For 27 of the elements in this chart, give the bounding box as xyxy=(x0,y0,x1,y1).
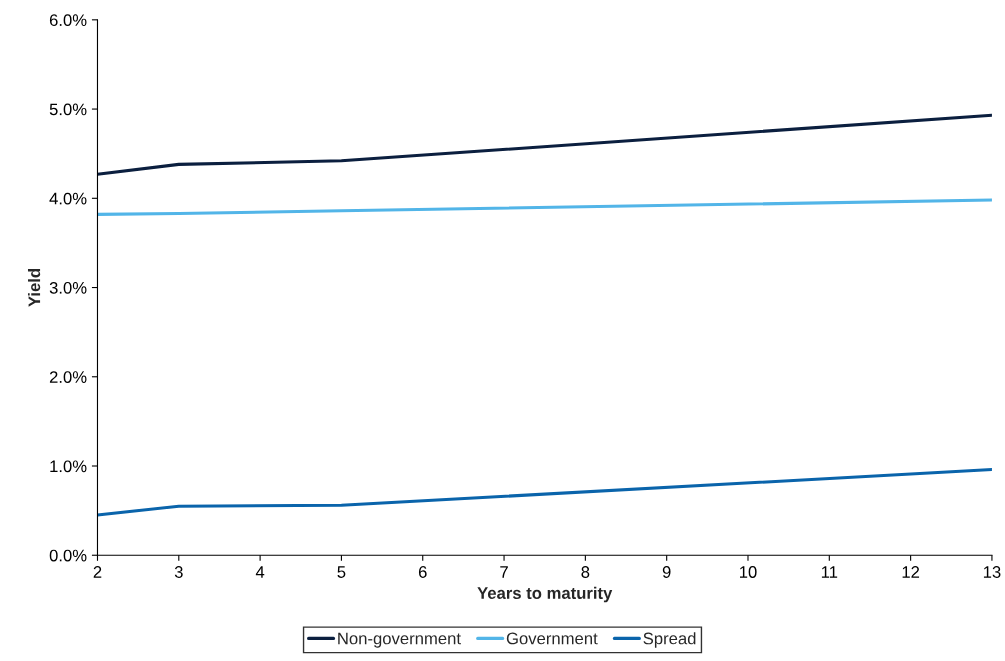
x-tick-label: 8 xyxy=(581,566,590,578)
y-tick-label: 0.0% xyxy=(49,549,87,562)
x-tick-label: 4 xyxy=(255,566,265,578)
x-tick-label: 13 xyxy=(983,566,1001,578)
x-tick-label: 5 xyxy=(337,566,346,578)
legend-label: Spread xyxy=(643,632,696,648)
y-tick-label: 6.0% xyxy=(49,14,87,27)
x-tick-label: 6 xyxy=(418,566,427,578)
x-tick-label: 9 xyxy=(662,566,671,578)
x-axis-title: Years to maturity xyxy=(477,586,613,603)
x-tick-label: 12 xyxy=(902,566,920,578)
legend-label: Government xyxy=(506,632,598,645)
y-tick-label: 4.0% xyxy=(49,192,87,205)
x-tick-label: 11 xyxy=(821,566,838,578)
x-tick-label: 10 xyxy=(740,566,757,578)
y-axis-title: Yield xyxy=(27,269,41,307)
y-tick-label: 1.0% xyxy=(50,460,87,473)
x-tick-label: 7 xyxy=(500,566,508,578)
line-series xyxy=(97,468,992,517)
y-tick-label: 3.0% xyxy=(49,281,87,294)
legend-label: Non-government xyxy=(338,632,461,648)
line-series xyxy=(97,198,992,216)
x-tick-label: 2 xyxy=(93,566,102,578)
y-tick-label: 5.0% xyxy=(49,103,87,116)
x-tick-label: 3 xyxy=(174,566,183,578)
line-series xyxy=(97,113,992,176)
y-tick-label: 2.0% xyxy=(49,371,87,383)
